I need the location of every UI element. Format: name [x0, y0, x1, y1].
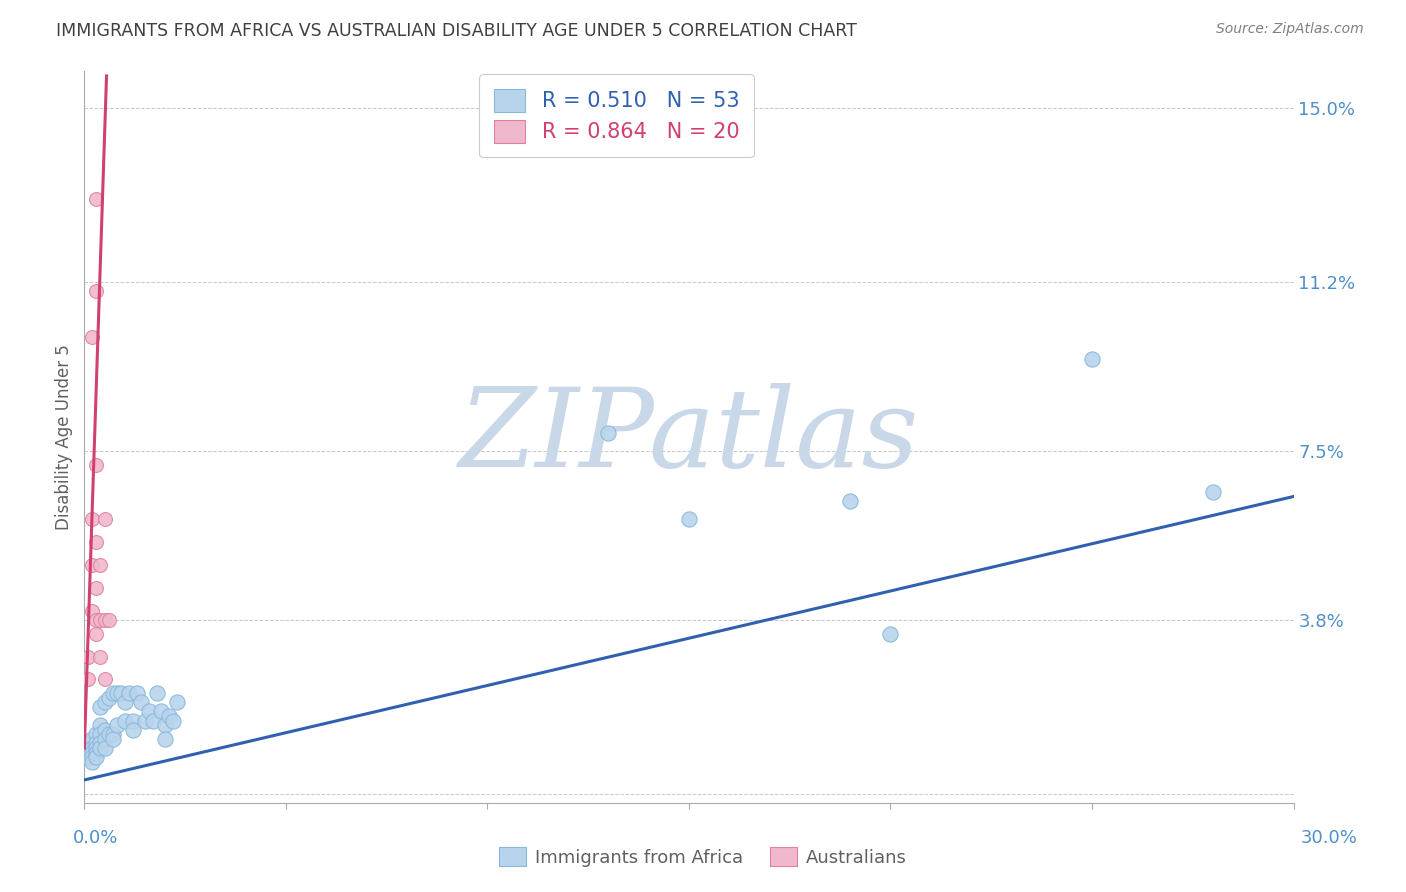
- Point: [77, 750, 100, 764]
- Point: [146, 686, 169, 700]
- Point: [86, 736, 108, 750]
- Point: [82, 329, 104, 343]
- Point: [93, 512, 115, 526]
- Point: [129, 695, 152, 709]
- Point: [82, 755, 104, 769]
- Point: [101, 727, 124, 741]
- Point: [82, 558, 104, 573]
- Point: [89, 699, 111, 714]
- Point: [97, 727, 120, 741]
- Point: [77, 673, 100, 687]
- Point: [149, 705, 172, 719]
- Point: [153, 731, 176, 746]
- Point: [101, 731, 124, 746]
- Point: [121, 723, 143, 737]
- Point: [89, 558, 111, 573]
- Point: [166, 695, 188, 709]
- Point: [86, 750, 108, 764]
- Point: [105, 686, 128, 700]
- Point: [86, 746, 108, 760]
- Legend: Immigrants from Africa, Australians: Immigrants from Africa, Australians: [492, 840, 914, 874]
- Point: [114, 714, 136, 728]
- Point: [114, 695, 136, 709]
- Point: [101, 686, 124, 700]
- Text: IMMIGRANTS FROM AFRICA VS AUSTRALIAN DISABILITY AGE UNDER 5 CORRELATION CHART: IMMIGRANTS FROM AFRICA VS AUSTRALIAN DIS…: [56, 22, 858, 40]
- Text: Source: ZipAtlas.com: Source: ZipAtlas.com: [1216, 22, 1364, 37]
- Text: 30.0%: 30.0%: [1301, 829, 1357, 847]
- Point: [93, 673, 115, 687]
- Point: [157, 709, 180, 723]
- Point: [89, 649, 111, 664]
- Point: [93, 731, 115, 746]
- Point: [93, 740, 115, 755]
- Point: [77, 649, 100, 664]
- Point: [86, 613, 108, 627]
- Point: [82, 740, 104, 755]
- Point: [86, 458, 108, 472]
- Point: [93, 613, 115, 627]
- Point: [86, 581, 108, 595]
- Point: [97, 613, 120, 627]
- Point: [839, 494, 862, 508]
- Point: [93, 695, 115, 709]
- Point: [153, 718, 176, 732]
- Point: [89, 613, 111, 627]
- Point: [82, 750, 104, 764]
- Point: [1081, 352, 1104, 367]
- Point: [77, 746, 100, 760]
- Point: [86, 535, 108, 549]
- Point: [134, 714, 156, 728]
- Point: [86, 727, 108, 741]
- Point: [678, 512, 700, 526]
- Point: [86, 284, 108, 298]
- Point: [82, 512, 104, 526]
- Point: [89, 718, 111, 732]
- Point: [105, 718, 128, 732]
- Point: [138, 705, 160, 719]
- Point: [77, 736, 100, 750]
- Point: [162, 714, 184, 728]
- Point: [142, 714, 165, 728]
- Text: 0.0%: 0.0%: [73, 829, 118, 847]
- Text: ZIPatlas: ZIPatlas: [458, 384, 920, 491]
- Point: [121, 714, 143, 728]
- Point: [97, 690, 120, 705]
- Point: [598, 425, 620, 440]
- Point: [86, 626, 108, 640]
- Point: [93, 723, 115, 737]
- Point: [125, 686, 148, 700]
- Point: [110, 686, 132, 700]
- Point: [118, 686, 141, 700]
- Point: [82, 746, 104, 760]
- Point: [1202, 485, 1225, 500]
- Point: [89, 740, 111, 755]
- Point: [86, 740, 108, 755]
- Point: [89, 736, 111, 750]
- Point: [89, 727, 111, 741]
- Point: [879, 626, 901, 640]
- Point: [82, 604, 104, 618]
- Point: [86, 192, 108, 206]
- Legend: R = 0.510   N = 53, R = 0.864   N = 20: R = 0.510 N = 53, R = 0.864 N = 20: [479, 74, 754, 157]
- Y-axis label: Disability Age Under 5: Disability Age Under 5: [55, 344, 73, 530]
- Point: [82, 731, 104, 746]
